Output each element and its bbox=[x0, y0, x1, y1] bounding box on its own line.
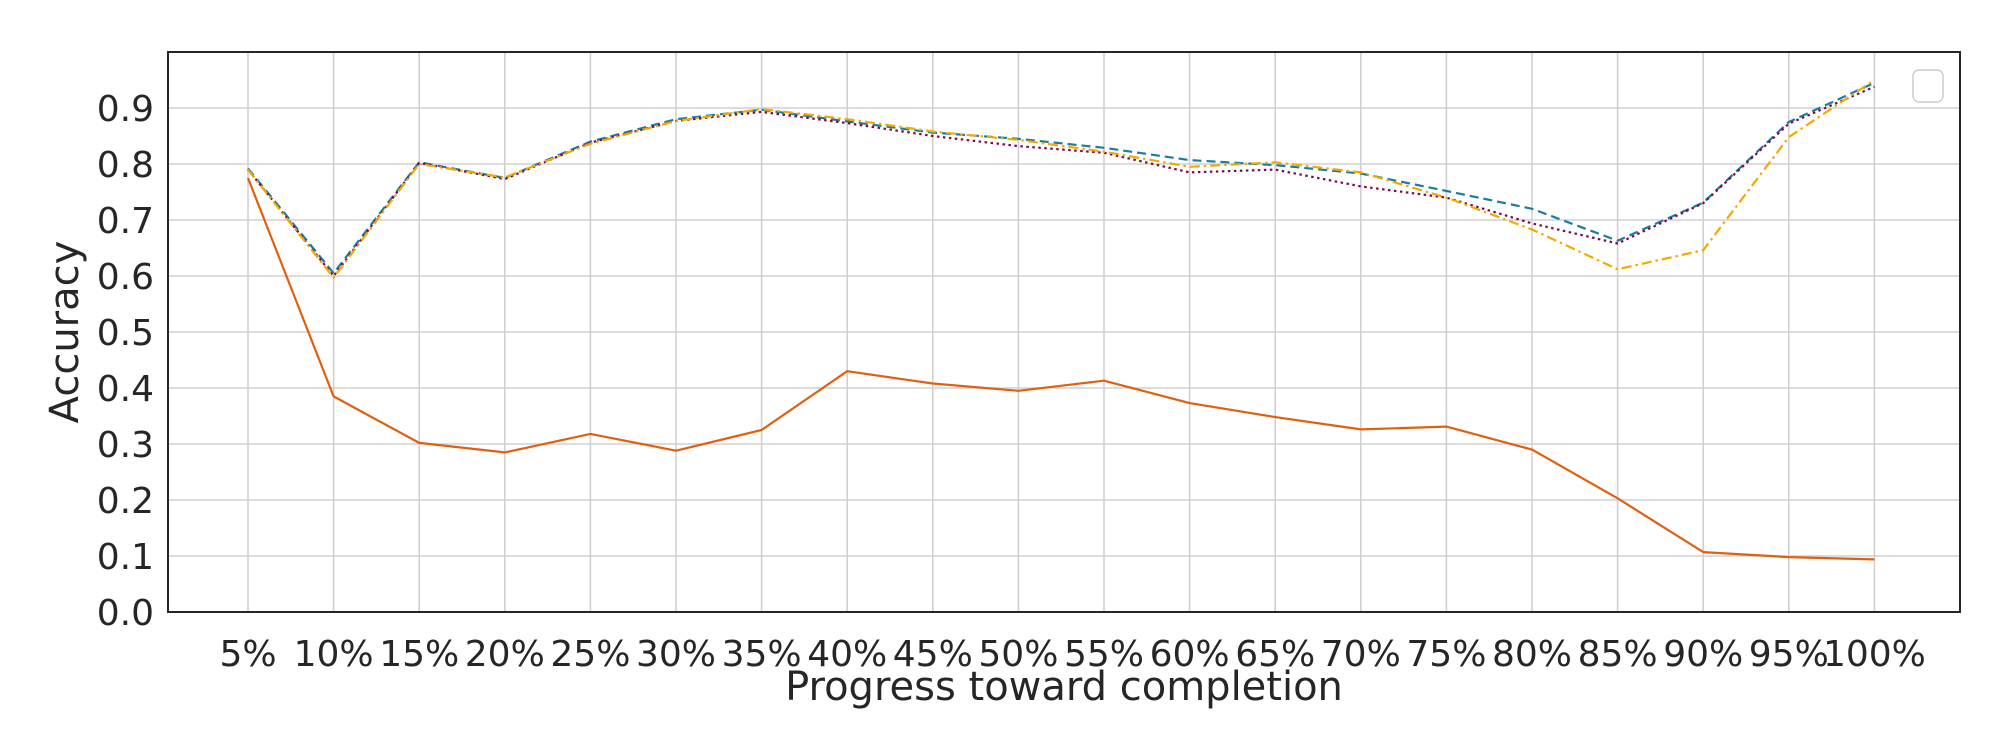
y-tick-label: 0.2 bbox=[97, 481, 154, 522]
y-tick-label: 0.5 bbox=[97, 313, 154, 354]
x-tick-label: 40% bbox=[807, 634, 887, 675]
x-tick-label: 30% bbox=[636, 634, 716, 675]
x-axis-label: Progress toward completion bbox=[785, 664, 1343, 710]
x-tick-label: 20% bbox=[465, 634, 545, 675]
series-line-1 bbox=[246, 177, 1875, 561]
x-tick-label: 5% bbox=[219, 634, 276, 675]
x-tick-label: 100% bbox=[1823, 634, 1926, 675]
x-tick-label: 85% bbox=[1578, 634, 1658, 675]
x-tick-label: 60% bbox=[1150, 634, 1230, 675]
y-tick-label: 0.8 bbox=[97, 145, 154, 186]
series-lines bbox=[246, 79, 1876, 561]
y-axis-label: Accuracy bbox=[42, 241, 88, 424]
y-tick-label: 0.9 bbox=[97, 89, 154, 130]
series-line-4 bbox=[247, 79, 1876, 279]
y-tick-label: 0.1 bbox=[97, 537, 154, 578]
x-tick-label: 90% bbox=[1663, 634, 1743, 675]
y-tick-label: 0.7 bbox=[97, 201, 154, 242]
x-tick-label: 45% bbox=[893, 634, 973, 675]
x-tick-label: 35% bbox=[722, 634, 802, 675]
y-tick-label: 0.6 bbox=[97, 257, 154, 298]
x-tick-label: 70% bbox=[1321, 634, 1401, 675]
x-tick-label: 50% bbox=[978, 634, 1058, 675]
x-tick-label: 10% bbox=[294, 634, 374, 675]
x-tick-label: 25% bbox=[550, 634, 630, 675]
x-tick-label: 15% bbox=[379, 634, 459, 675]
plot-frame bbox=[167, 51, 1961, 613]
y-tick-labels: 0.0 0.1 0.2 0.3 0.4 0.5 0.6 0.7 0.8 0.9 bbox=[97, 89, 154, 634]
y-tick-label: 0.0 bbox=[97, 593, 154, 634]
grid-lines bbox=[168, 52, 1960, 613]
y-tick-label: 0.3 bbox=[97, 425, 154, 466]
series-line-2 bbox=[247, 81, 1875, 275]
x-tick-labels: 5% 10% 15% 20% 25% 30% 35% 40% 45% 50% 55% 60% 65% 70… bbox=[219, 634, 1925, 675]
x-tick-label: 75% bbox=[1406, 634, 1486, 675]
x-tick-label: 55% bbox=[1064, 634, 1144, 675]
series-line-3 bbox=[247, 85, 1875, 278]
x-tick-label: 95% bbox=[1749, 634, 1829, 675]
legend-box bbox=[1912, 69, 1944, 103]
x-tick-label: 65% bbox=[1235, 634, 1315, 675]
y-tick-label: 0.4 bbox=[97, 369, 154, 410]
x-tick-label: 80% bbox=[1492, 634, 1572, 675]
